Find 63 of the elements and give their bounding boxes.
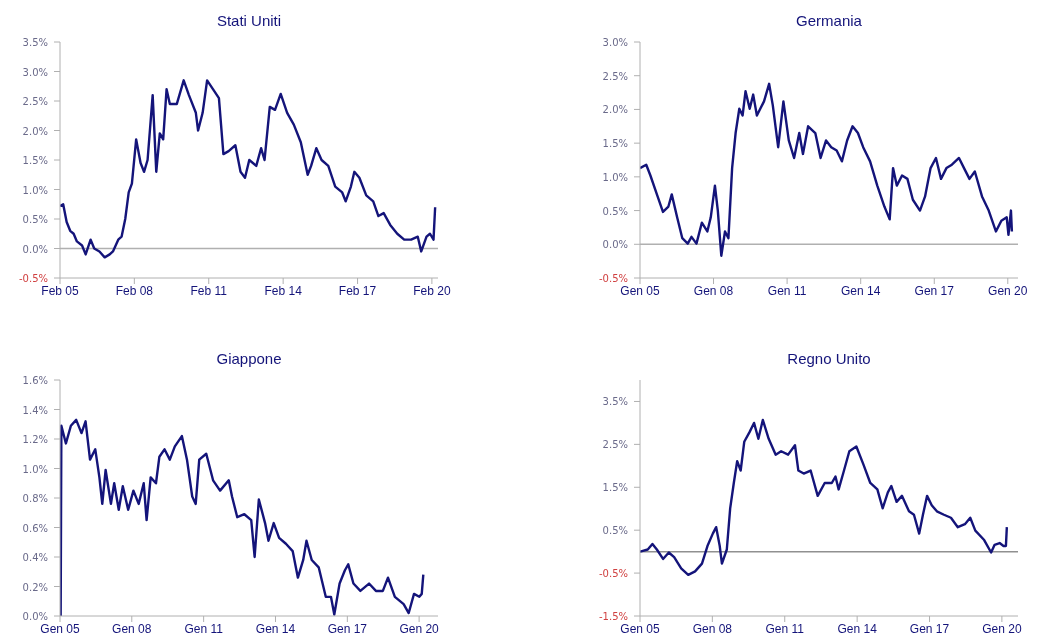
y-tick-label: 1.5% [602, 138, 628, 150]
x-tick-label: Gen 11 [765, 621, 805, 636]
x-tick-label: Gen 05 [620, 283, 660, 298]
y-tick-label: 1.0% [22, 463, 48, 475]
y-tick-label: 2.5% [602, 439, 628, 451]
x-tick-label: Feb 05 [41, 283, 80, 298]
x-tick-label: Gen 05 [40, 621, 80, 636]
y-tick-label: 0.0% [22, 243, 48, 255]
x-tick-label: Gen 20 [988, 283, 1028, 298]
x-tick-label: Gen 17 [914, 283, 955, 298]
y-tick-label: 0.0% [602, 239, 628, 251]
y-tick-label: 1.0% [22, 184, 48, 196]
x-tick-label: Feb 17 [338, 283, 377, 298]
line-series [640, 418, 1009, 577]
x-tick-label: Gen 08 [112, 621, 152, 636]
x-tick-label: Gen 17 [909, 621, 950, 636]
y-tick-label: 1.4% [22, 404, 48, 416]
y-tick-label: 0.5% [602, 525, 628, 537]
x-tick-label: Gen 14 [841, 283, 881, 298]
line-series [60, 418, 425, 616]
x-tick-label: Gen 20 [982, 621, 1022, 636]
x-tick-label: Gen 05 [620, 621, 660, 636]
line-series [640, 82, 1014, 257]
y-tick-label: 1.5% [22, 155, 48, 166]
chart-title: Giappone [215, 350, 283, 367]
y-tick-label: -0.5% [598, 568, 628, 580]
y-tick-label: 1.0% [602, 171, 628, 183]
y-tick-label: 0.5% [602, 205, 628, 217]
x-tick-label: Gen 08 [693, 283, 734, 298]
y-tick-label: 3.0% [602, 37, 628, 48]
x-tick-label: Feb 14 [264, 283, 303, 298]
y-tick-label: 3.5% [602, 396, 628, 408]
x-tick-label: Gen 20 [399, 621, 440, 636]
y-tick-label: 3.5% [22, 37, 48, 48]
chart-title: Regno Unito [786, 350, 872, 367]
y-tick-label: 1.6% [22, 375, 48, 386]
y-tick-label: 0.8% [22, 493, 48, 504]
y-tick-label: -0.5% [598, 273, 628, 284]
y-tick-label: 3.0% [22, 66, 48, 78]
x-tick-label: Gen 17 [327, 621, 368, 636]
x-tick-label: Gen 11 [767, 283, 807, 298]
x-tick-label: Gen 14 [837, 621, 878, 636]
y-tick-label: -1.5% [598, 611, 628, 622]
y-tick-label: -0.5% [18, 273, 48, 284]
x-tick-label: Gen 11 [184, 621, 224, 636]
y-tick-label: 0.6% [22, 522, 48, 534]
x-tick-label: Gen 14 [255, 621, 296, 636]
y-tick-label: 0.5% [22, 214, 48, 225]
y-tick-label: 1.2% [22, 434, 48, 445]
y-tick-label: 2.0% [602, 104, 628, 116]
x-tick-label: Feb 20 [413, 283, 451, 298]
x-tick-label: Feb 11 [190, 283, 228, 298]
y-tick-label: 0.2% [22, 581, 48, 593]
y-tick-label: 2.0% [22, 125, 48, 137]
y-tick-label: 0.4% [22, 552, 48, 563]
x-tick-label: Gen 08 [692, 621, 733, 636]
y-tick-label: 2.5% [602, 70, 628, 82]
y-tick-label: 1.5% [602, 482, 628, 494]
y-tick-label: 2.5% [22, 96, 48, 107]
y-tick-label: 0.0% [22, 611, 48, 622]
x-tick-label: Feb 08 [115, 283, 154, 298]
chart-title: Germania [795, 12, 863, 29]
chart-title: Stati Uniti [215, 12, 283, 29]
